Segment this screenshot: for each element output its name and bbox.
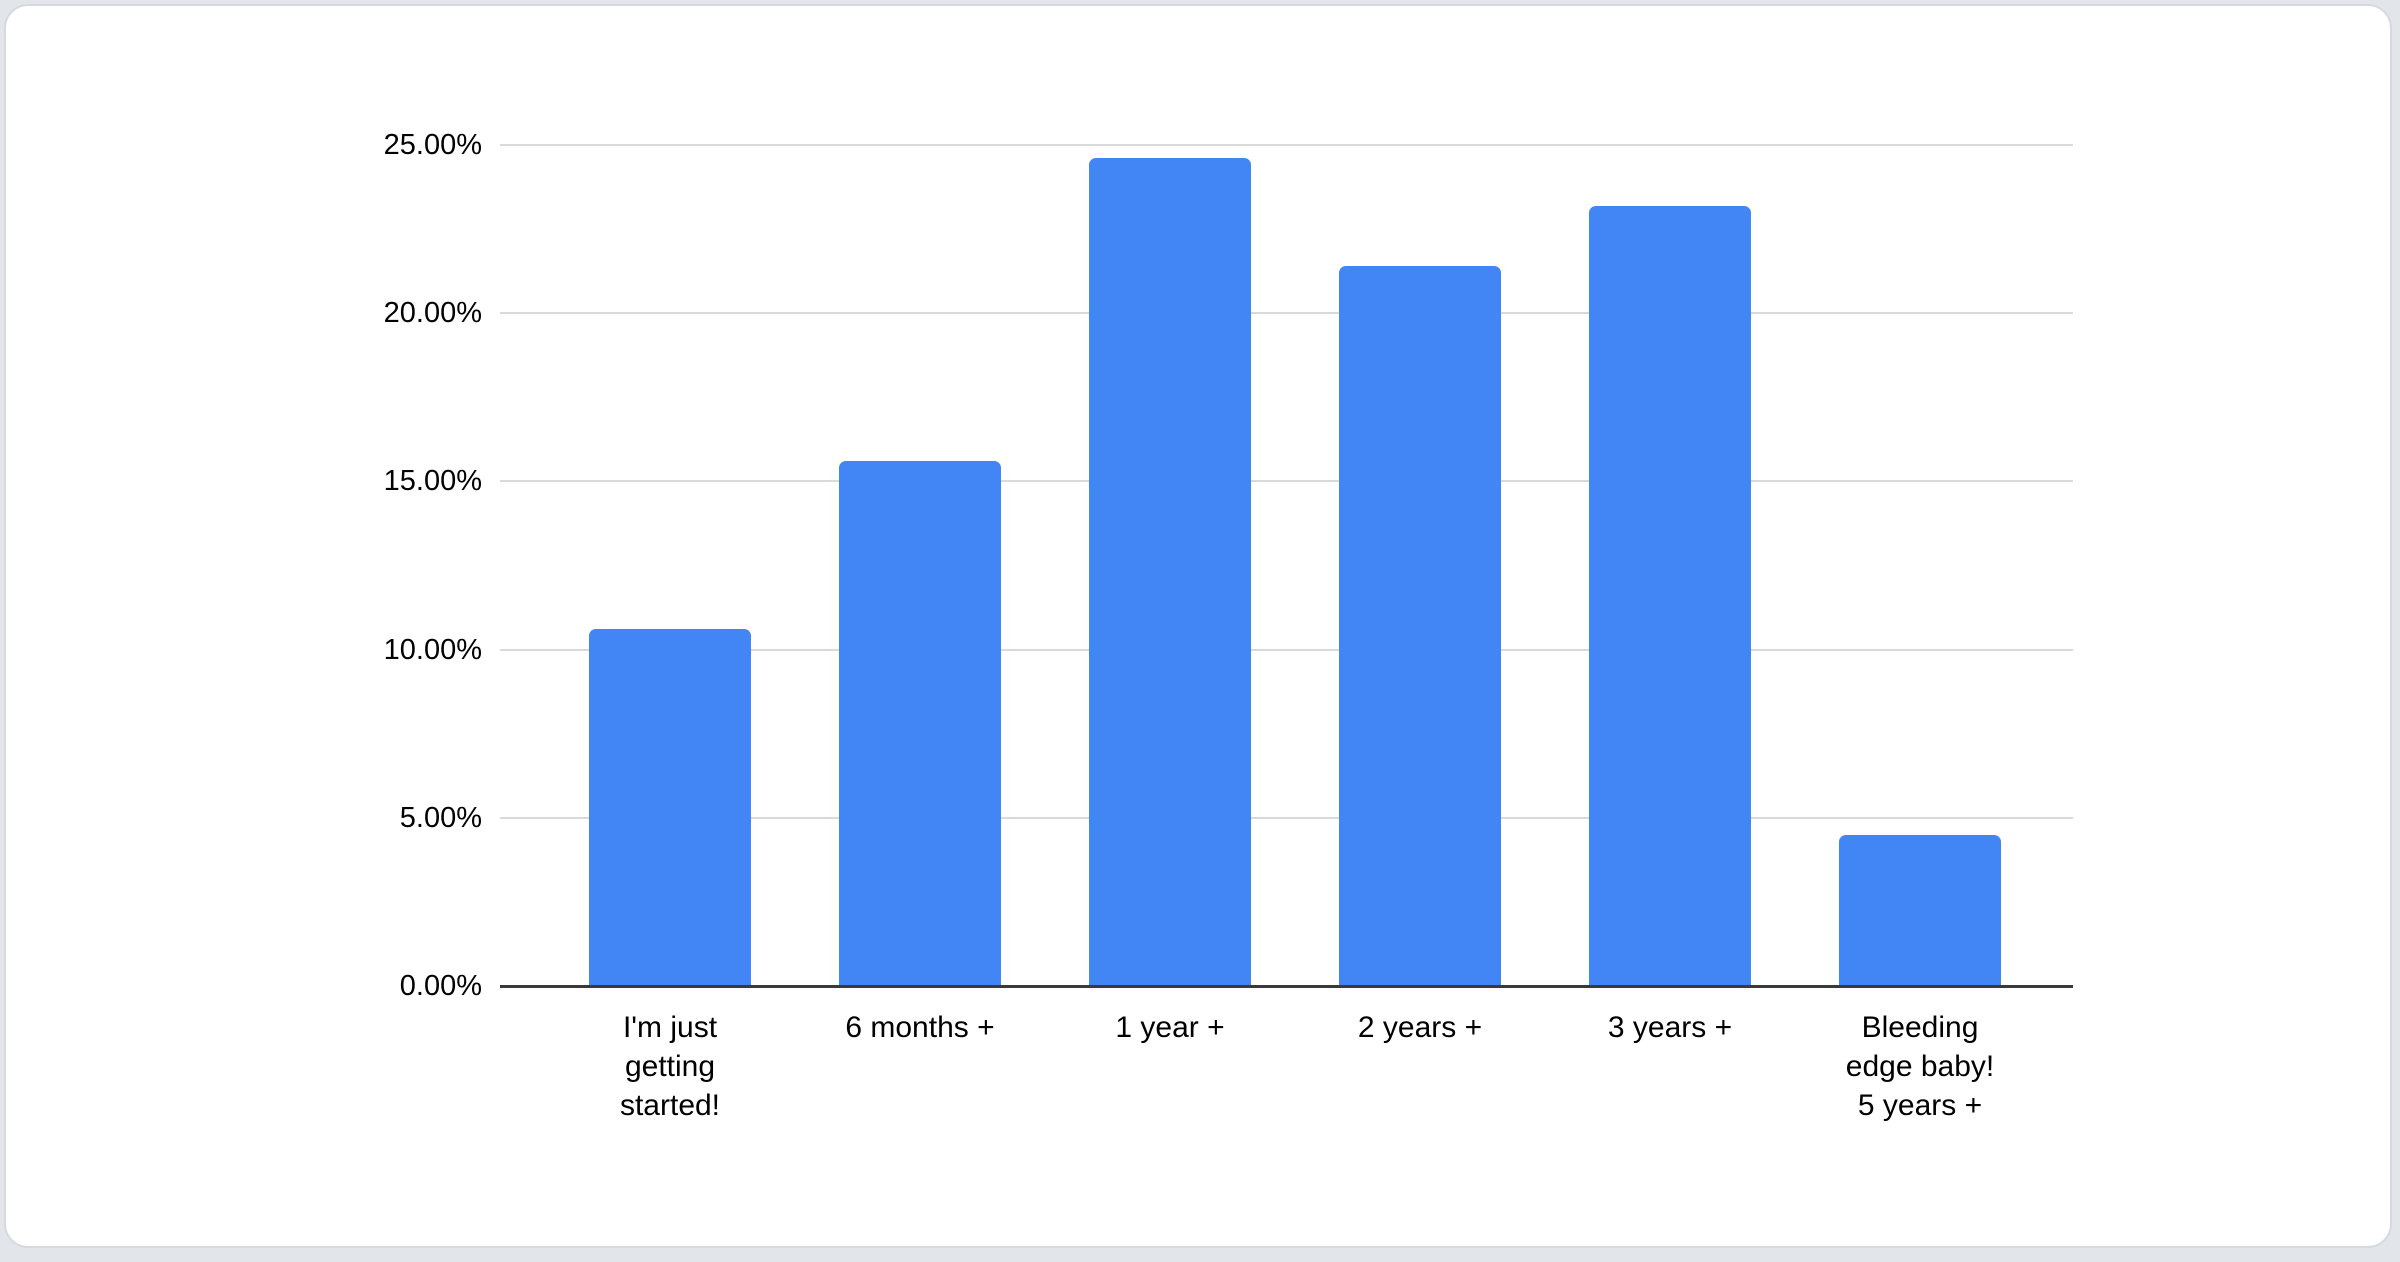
gridline	[500, 312, 2073, 315]
y-axis-tick-label: 0.00%	[399, 970, 482, 1002]
gridline	[500, 816, 2073, 819]
chart-card: 0.00% 5.00% 10.00% 15.00% 20.00% 25.00% I'm j…	[4, 4, 2392, 1248]
x-axis-line	[500, 985, 2073, 988]
bar-chart: 0.00% 5.00% 10.00% 15.00% 20.00% 25.00% I'm j…	[6, 6, 2400, 1262]
gridline	[500, 648, 2073, 651]
y-axis-tick-label: 25.00%	[383, 129, 482, 161]
x-axis-category-label: 1 year +	[1115, 1011, 1225, 1044]
x-axis-category-label: 6 months +	[845, 1011, 995, 1044]
gridline	[500, 480, 2073, 483]
bar	[1089, 158, 1251, 986]
bar	[1339, 266, 1501, 986]
x-axis-category-label: Bleeding edge baby! 5 years +	[1845, 1011, 1995, 1122]
y-axis-tick-label: 20.00%	[383, 297, 482, 330]
gridline	[500, 144, 2073, 146]
x-axis-category-label: I'm just getting started!	[619, 1011, 721, 1122]
x-axis-category-label: 2 years +	[1357, 1011, 1483, 1044]
bar	[589, 629, 751, 986]
bar	[1839, 834, 2001, 986]
bar	[839, 461, 1001, 986]
bar	[1589, 205, 1751, 986]
y-axis-tick-label: 5.00%	[399, 801, 482, 834]
y-axis-tick-label: 10.00%	[383, 633, 482, 666]
x-axis-category-label: 3 years +	[1607, 1011, 1733, 1044]
y-axis-tick-label: 15.00%	[383, 465, 482, 498]
